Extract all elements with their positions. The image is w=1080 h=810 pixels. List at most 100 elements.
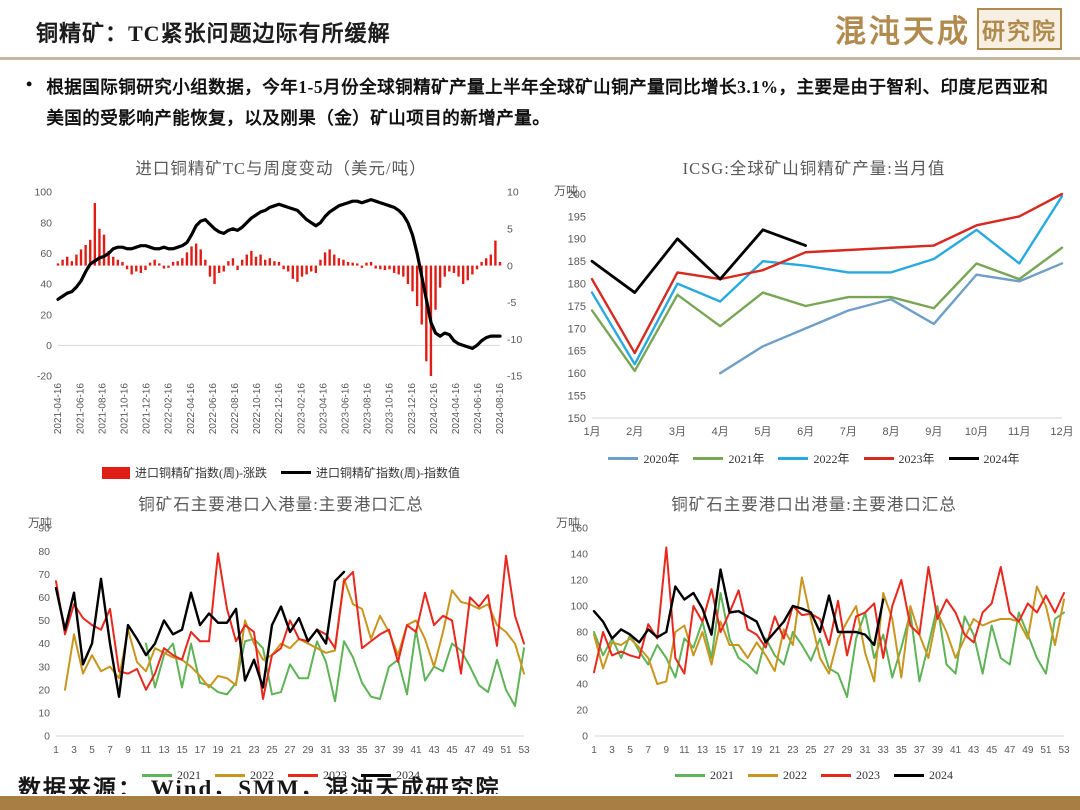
svg-text:39: 39 [932, 745, 944, 756]
svg-text:100: 100 [570, 601, 588, 613]
page-title: 铜精矿：TC紧张问题边际有所缓解 [36, 21, 391, 46]
svg-text:9: 9 [125, 745, 131, 756]
legend-item: 2023 [288, 768, 347, 783]
bottom-accent-bar [0, 796, 1080, 810]
data-source-note: 数据来源： Wind，SMM，混沌天成研究院 [18, 776, 501, 794]
legend-item: 2021 [142, 768, 201, 783]
svg-text:2022-04-16: 2022-04-16 [186, 383, 197, 435]
svg-text:41: 41 [410, 745, 422, 756]
svg-text:17: 17 [733, 745, 745, 756]
svg-text:10月: 10月 [965, 426, 988, 438]
legend-item: 2022 [748, 768, 807, 783]
svg-text:165: 165 [568, 346, 586, 358]
chart-canvas: 160 140 120 100 80 60 40 20 0 1 3 5 7 9 11 13 15 17 19 21 23… [552, 518, 1076, 767]
legend-swatch [675, 774, 705, 777]
svg-text:190: 190 [568, 234, 586, 246]
svg-text:70: 70 [38, 569, 50, 581]
legend-swatch [215, 774, 245, 777]
svg-text:31: 31 [320, 745, 332, 756]
legend-item: 2021 [675, 768, 734, 783]
legend-item: 2023 [821, 768, 880, 783]
svg-text:10: 10 [507, 187, 519, 199]
svg-text:53: 53 [518, 745, 530, 756]
svg-text:-5: -5 [507, 297, 516, 309]
svg-text:41: 41 [950, 745, 962, 756]
chart-port-outbound: 铜矿石主要港口出港量:主要港口汇总 万吨 160 140 120 100 80 60 40 2… [552, 492, 1076, 792]
svg-text:160: 160 [570, 523, 588, 535]
svg-text:0: 0 [46, 340, 52, 352]
svg-text:3: 3 [609, 745, 615, 756]
svg-text:25: 25 [805, 745, 817, 756]
svg-text:11: 11 [679, 745, 690, 756]
chart-title: ICSG:全球矿山铜精矿产量:当月值 [682, 159, 946, 178]
svg-text:9月: 9月 [925, 426, 942, 438]
chart-title: 进口铜精矿TC与周度变动（美元/吨） [135, 159, 427, 178]
svg-text:-15: -15 [507, 371, 522, 383]
svg-text:45: 45 [446, 745, 458, 756]
legend-swatch [863, 457, 894, 460]
svg-text:21: 21 [769, 745, 781, 756]
legend-label: 2023 [856, 768, 880, 782]
svg-text:5: 5 [89, 745, 95, 756]
svg-text:150: 150 [568, 413, 586, 425]
svg-text:0: 0 [44, 731, 50, 743]
svg-text:10: 10 [38, 708, 50, 720]
svg-text:20: 20 [576, 705, 588, 717]
svg-text:45: 45 [986, 745, 998, 756]
legend-swatch [608, 457, 639, 460]
legend-item: 2024 [894, 768, 953, 783]
legend-swatch [821, 774, 851, 777]
bullet-list: • 根据国际铜研究小组数据，今年1-5月份全球铜精矿产量上半年全球矿山铜产量同比… [26, 72, 1056, 133]
svg-text:195: 195 [568, 211, 586, 223]
svg-text:2月: 2月 [626, 426, 643, 438]
svg-text:19: 19 [751, 745, 763, 756]
svg-text:21: 21 [230, 745, 242, 756]
legend-swatch [142, 774, 172, 777]
legend-item: 进口铜精矿指数(周)-指数值 [281, 464, 460, 481]
svg-text:200: 200 [568, 189, 586, 201]
chart-legend: 2020年 2021年 2022年 2023年 2024年 [552, 450, 1076, 467]
svg-text:2024-08-16: 2024-08-16 [495, 383, 506, 435]
legend-label: 2023 [323, 768, 347, 782]
bullet-text: 根据国际铜研究小组数据，今年1-5月份全球铜精矿产量上半年全球矿山铜产量同比增长… [46, 77, 1049, 128]
legend-label: 进口铜精矿指数(周)-指数值 [316, 466, 460, 480]
legend-label: 2024年 [983, 452, 1020, 466]
svg-text:155: 155 [568, 390, 586, 402]
svg-text:7月: 7月 [840, 426, 857, 438]
chart-canvas: 200 195 190 185 180 175 170 165 160 155 150 1月 2月 3月 4… [552, 182, 1076, 449]
svg-text:80: 80 [38, 546, 50, 558]
svg-text:43: 43 [428, 745, 440, 756]
svg-text:2022-10-16: 2022-10-16 [252, 383, 263, 435]
y-axis-unit-label: 万吨 [554, 184, 579, 198]
svg-text:2022-12-16: 2022-12-16 [274, 383, 285, 435]
svg-text:140: 140 [570, 549, 588, 561]
legend-label: 2021年 [728, 452, 765, 466]
legend-swatch [778, 457, 809, 460]
header-divider [0, 57, 1080, 60]
svg-text:5: 5 [507, 223, 513, 235]
svg-text:53: 53 [1058, 745, 1070, 756]
svg-text:37: 37 [374, 745, 386, 756]
svg-text:2022-08-16: 2022-08-16 [230, 383, 241, 435]
svg-text:180: 180 [568, 278, 586, 290]
chart-title: 铜矿石主要港口出港量:主要港口汇总 [671, 495, 957, 514]
brand-name: 混沌天成 [835, 14, 971, 49]
legend-item: 进口铜精矿指数(周)-涨跌 [102, 464, 267, 481]
svg-text:23: 23 [248, 745, 260, 756]
svg-text:2021-06-16: 2021-06-16 [75, 383, 86, 435]
chart-legend: 2021 2022 2023 2024 [552, 768, 1076, 783]
legend-swatch [281, 471, 311, 474]
svg-text:13: 13 [697, 745, 709, 756]
chart-plot-svg: 100 80 60 40 20 0 -20 10 5 0 -5 -10 -15 2021-04-16 202… [34, 187, 522, 435]
svg-text:0: 0 [582, 731, 588, 743]
svg-text:2023-06-16: 2023-06-16 [341, 383, 352, 435]
svg-text:60: 60 [40, 248, 52, 260]
svg-text:17: 17 [194, 745, 206, 756]
svg-text:47: 47 [464, 745, 476, 756]
svg-text:35: 35 [356, 745, 368, 756]
svg-text:11月: 11月 [1008, 426, 1030, 438]
legend-item: 2023年 [863, 450, 935, 467]
legend-label: 2024 [929, 768, 953, 782]
y-axis-unit-label: 万吨 [28, 516, 53, 530]
